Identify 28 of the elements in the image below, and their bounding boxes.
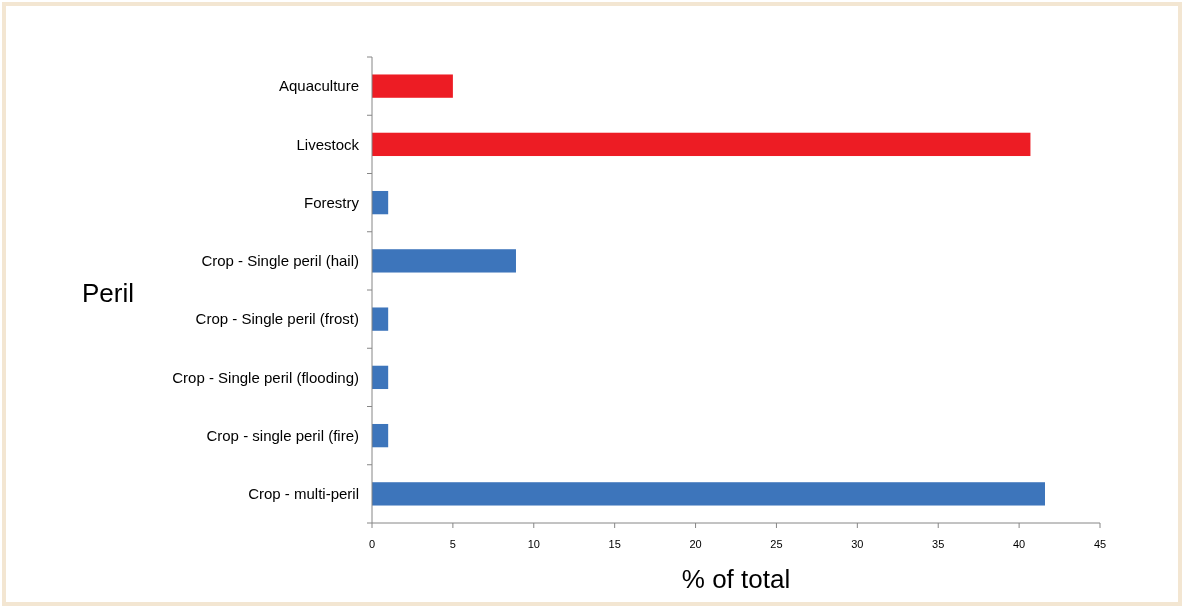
- y-tick-label: Crop - Single peril (flooding): [172, 368, 359, 386]
- y-tick-label: Crop - multi-peril: [248, 485, 359, 503]
- y-axis-title: Peril: [82, 278, 135, 308]
- x-tick-label: 30: [851, 538, 864, 550]
- bar: [372, 190, 389, 215]
- x-tick-label: 40: [1012, 538, 1026, 550]
- x-tick-label: 0: [368, 538, 376, 550]
- y-tick-label: Aquaculture: [278, 77, 359, 95]
- bar: [372, 307, 389, 331]
- x-tick-label: 20: [689, 538, 702, 550]
- y-tick-label: Crop - Single peril (hail): [201, 252, 359, 270]
- bar: [372, 365, 389, 390]
- x-tick-label: 35: [932, 538, 945, 550]
- bar: [372, 423, 389, 448]
- bar: [372, 132, 1031, 157]
- y-tick-label: Crop - Single peril (frost): [195, 310, 359, 328]
- x-tick-label: 25: [770, 538, 783, 550]
- bar: [372, 249, 516, 273]
- y-tick-label: Forestry: [303, 193, 360, 211]
- x-tick-label: 5: [449, 538, 456, 550]
- bar: [372, 482, 1045, 506]
- y-tick-label: Livestock: [296, 135, 360, 153]
- x-tick-label: 10: [527, 538, 540, 550]
- x-tick-label: 15: [608, 538, 621, 550]
- x-tick-label: 45: [1093, 538, 1107, 550]
- y-tick-label: Crop - single peril (fire): [206, 426, 359, 444]
- x-axis-title: % of total: [681, 564, 791, 594]
- bar: [372, 74, 453, 98]
